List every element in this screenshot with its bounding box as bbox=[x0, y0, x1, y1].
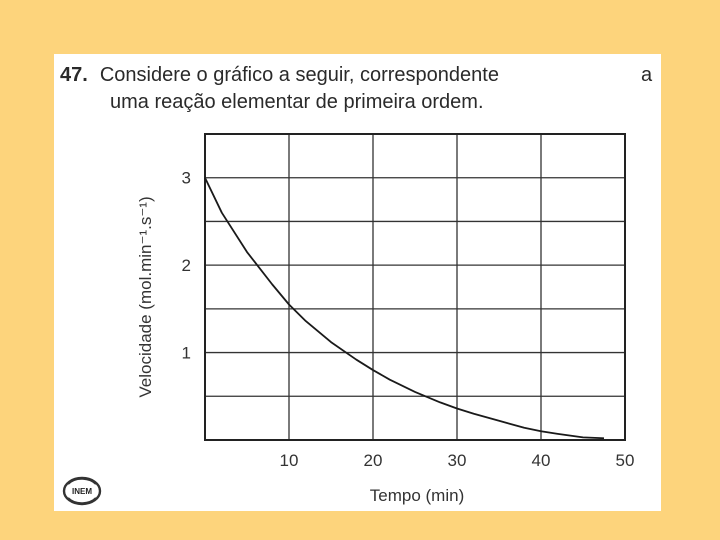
question-line-1-text: Considere o gráfico a seguir, correspond… bbox=[99, 64, 499, 86]
x-tick-label: 30 bbox=[448, 451, 467, 470]
rate-vs-time-chart: 1 2 3 10 20 30 40 50 Tempo (min) Velocidade (mol.… bbox=[136, 133, 635, 505]
data-series-curve bbox=[204, 177, 605, 440]
logo-emblem: INEM bbox=[62, 476, 102, 506]
y-tick-label: 1 bbox=[182, 344, 191, 363]
question-line-2: uma reação elementar de primeira ordem. bbox=[110, 91, 484, 113]
x-tick-label: 50 bbox=[616, 451, 635, 470]
y-tick-label: 2 bbox=[182, 256, 191, 275]
y-tick-label: 3 bbox=[182, 169, 191, 188]
x-tick-label: 40 bbox=[532, 451, 551, 470]
y-axis-label: Velocidade (mol.min⁻¹.s⁻¹) bbox=[136, 196, 155, 397]
logo-label: INEM bbox=[72, 487, 92, 496]
plot-frame bbox=[204, 133, 626, 441]
question-card: 47. Considere o gráfico a seguir, corresp… bbox=[54, 54, 661, 511]
x-tick-label: 10 bbox=[280, 451, 299, 470]
question-line-1: 47. Considere o gráfico a seguir, corresp… bbox=[60, 62, 499, 89]
x-axis-label: Tempo (min) bbox=[370, 486, 464, 505]
question-number: 47. bbox=[60, 64, 88, 86]
x-tick-label: 20 bbox=[364, 451, 383, 470]
question-line-1-end: a bbox=[641, 64, 653, 86]
